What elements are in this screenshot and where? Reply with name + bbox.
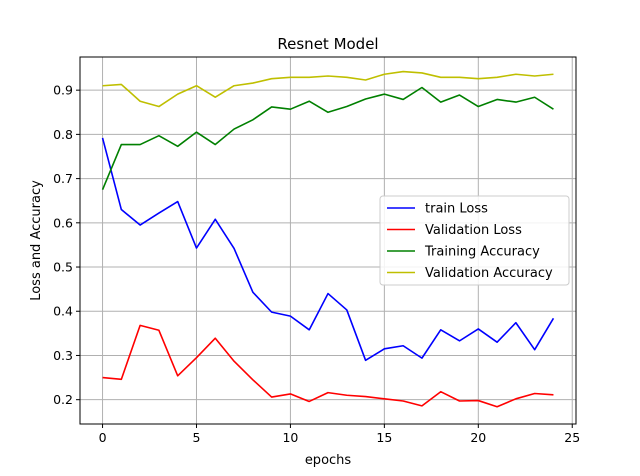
x-tick-label: 15 bbox=[376, 430, 392, 445]
y-tick-label: 0.7 bbox=[53, 171, 73, 186]
x-axis-title: epochs bbox=[305, 453, 352, 468]
legend-label: Training Accuracy bbox=[424, 245, 540, 260]
y-axis-title: Loss and Accuracy bbox=[29, 180, 44, 301]
legend-label: train Loss bbox=[425, 202, 488, 217]
series-line-validation-loss bbox=[102, 324, 554, 408]
chart-title: Resnet Model bbox=[277, 35, 378, 53]
legend-label: Validation Loss bbox=[425, 223, 522, 238]
x-tick-label: 10 bbox=[282, 430, 298, 445]
series-line-validation-accuracy bbox=[102, 70, 554, 108]
y-tick-label: 0.9 bbox=[53, 83, 73, 98]
axis-ticks: 0 5 10 15 20 25 0.2 0.3 0.4 0.5 0.6 0.7 0.8 0.9 bbox=[53, 83, 580, 445]
y-tick-label: 0.3 bbox=[53, 348, 73, 363]
plot-frame bbox=[79, 56, 577, 425]
legend: train Loss Validation Loss Training Accura… bbox=[379, 195, 570, 286]
x-tick-label: 5 bbox=[193, 430, 201, 445]
series-line-training-accuracy bbox=[101, 86, 554, 190]
x-tick-label: 0 bbox=[99, 430, 107, 445]
y-tick-label: 0.8 bbox=[53, 127, 73, 142]
y-tick-label: 0.6 bbox=[53, 215, 73, 230]
y-tick-label: 0.4 bbox=[53, 304, 73, 319]
legend-label: Validation Accuracy bbox=[425, 266, 553, 281]
series-line-train-loss bbox=[101, 137, 555, 362]
x-tick-label: 25 bbox=[564, 430, 580, 445]
y-tick-label: 0.5 bbox=[53, 260, 73, 275]
legend-box bbox=[379, 195, 570, 286]
y-tick-label: 0.2 bbox=[53, 392, 73, 407]
series-lines bbox=[101, 70, 555, 408]
x-tick-label: 20 bbox=[470, 430, 486, 445]
